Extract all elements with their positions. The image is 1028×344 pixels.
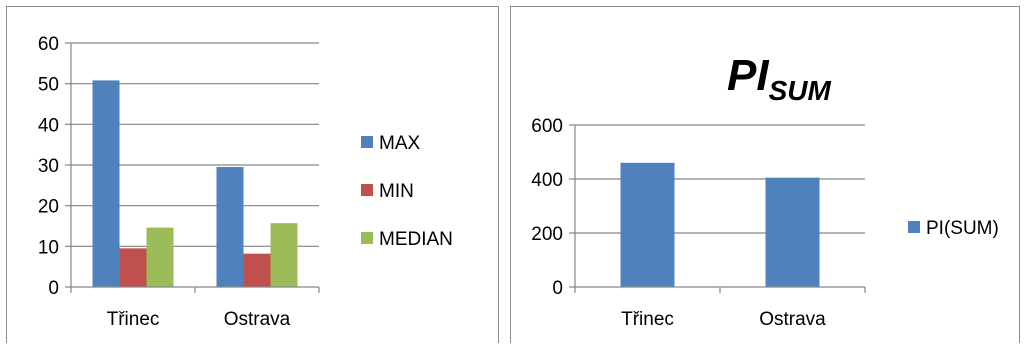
chart-title: PISUM <box>727 51 831 106</box>
bar-min-třinec <box>119 248 147 287</box>
bar-max-třinec <box>92 80 120 287</box>
y-tick-label: 40 <box>38 115 59 136</box>
legend-swatch <box>908 221 920 233</box>
legend-label: PI(SUM) <box>926 218 999 239</box>
stats-bar-chart: 0 10 20 30 40 50 60 Třinec Ostrava MAX MIN MEDIAN <box>38 34 453 330</box>
legend-swatch <box>361 184 373 196</box>
x-tick-label: Třinec <box>621 309 674 330</box>
y-tick-label: 600 <box>531 116 563 137</box>
y-tick-label: 30 <box>38 156 59 177</box>
legend-label: MIN <box>379 181 414 202</box>
x-tick-label: Ostrava <box>224 309 291 330</box>
bar-max-ostrava <box>216 167 244 287</box>
bar-pi-sum--ostrava <box>765 177 820 287</box>
y-tick-label: 0 <box>552 278 563 299</box>
legend-label: MEDIAN <box>379 229 453 250</box>
y-tick-label: 400 <box>531 170 563 191</box>
y-tick-label: 200 <box>531 224 563 245</box>
pi-sum-bar-chart: PISUM 0 200 400 600 Třinec Ostrava PI(SUM) <box>531 51 999 330</box>
y-tick-label: 60 <box>38 34 59 55</box>
chart-panel-stats: 0 10 20 30 40 50 60 Třinec Ostrava MAX MIN MEDIAN <box>6 6 499 343</box>
legend-swatch <box>361 232 373 244</box>
legend-swatch <box>361 136 373 148</box>
legend-label: MAX <box>379 133 421 154</box>
x-tick-label: Třinec <box>107 309 160 330</box>
bar-median-třinec <box>146 227 174 287</box>
x-tick-label: Ostrava <box>759 309 826 330</box>
y-tick-label: 20 <box>38 197 59 218</box>
bar-median-ostrava <box>270 223 298 287</box>
y-tick-label: 50 <box>38 75 59 96</box>
chart-panel-pi-sum: PISUM 0 200 400 600 Třinec Ostrava PI(SUM) <box>510 6 1020 343</box>
bar-min-ostrava <box>243 253 271 287</box>
chart-title-subscript: SUM <box>769 75 832 106</box>
y-tick-label: 10 <box>38 237 59 258</box>
y-tick-label: 0 <box>48 278 59 299</box>
bar-pi-sum--třinec <box>620 162 675 287</box>
chart-title-main: PI <box>727 51 769 100</box>
